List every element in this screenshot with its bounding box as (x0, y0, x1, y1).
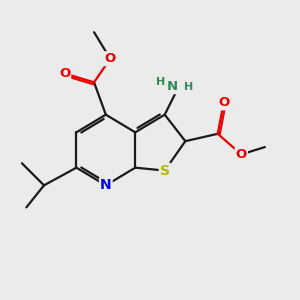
Text: O: O (236, 148, 247, 161)
Text: H: H (156, 77, 166, 87)
Text: N: N (100, 178, 112, 192)
Text: H: H (184, 82, 193, 92)
Text: O: O (218, 96, 229, 110)
Text: O: O (59, 67, 70, 80)
Text: N: N (167, 80, 178, 93)
Text: S: S (160, 164, 170, 178)
Text: O: O (105, 52, 116, 65)
